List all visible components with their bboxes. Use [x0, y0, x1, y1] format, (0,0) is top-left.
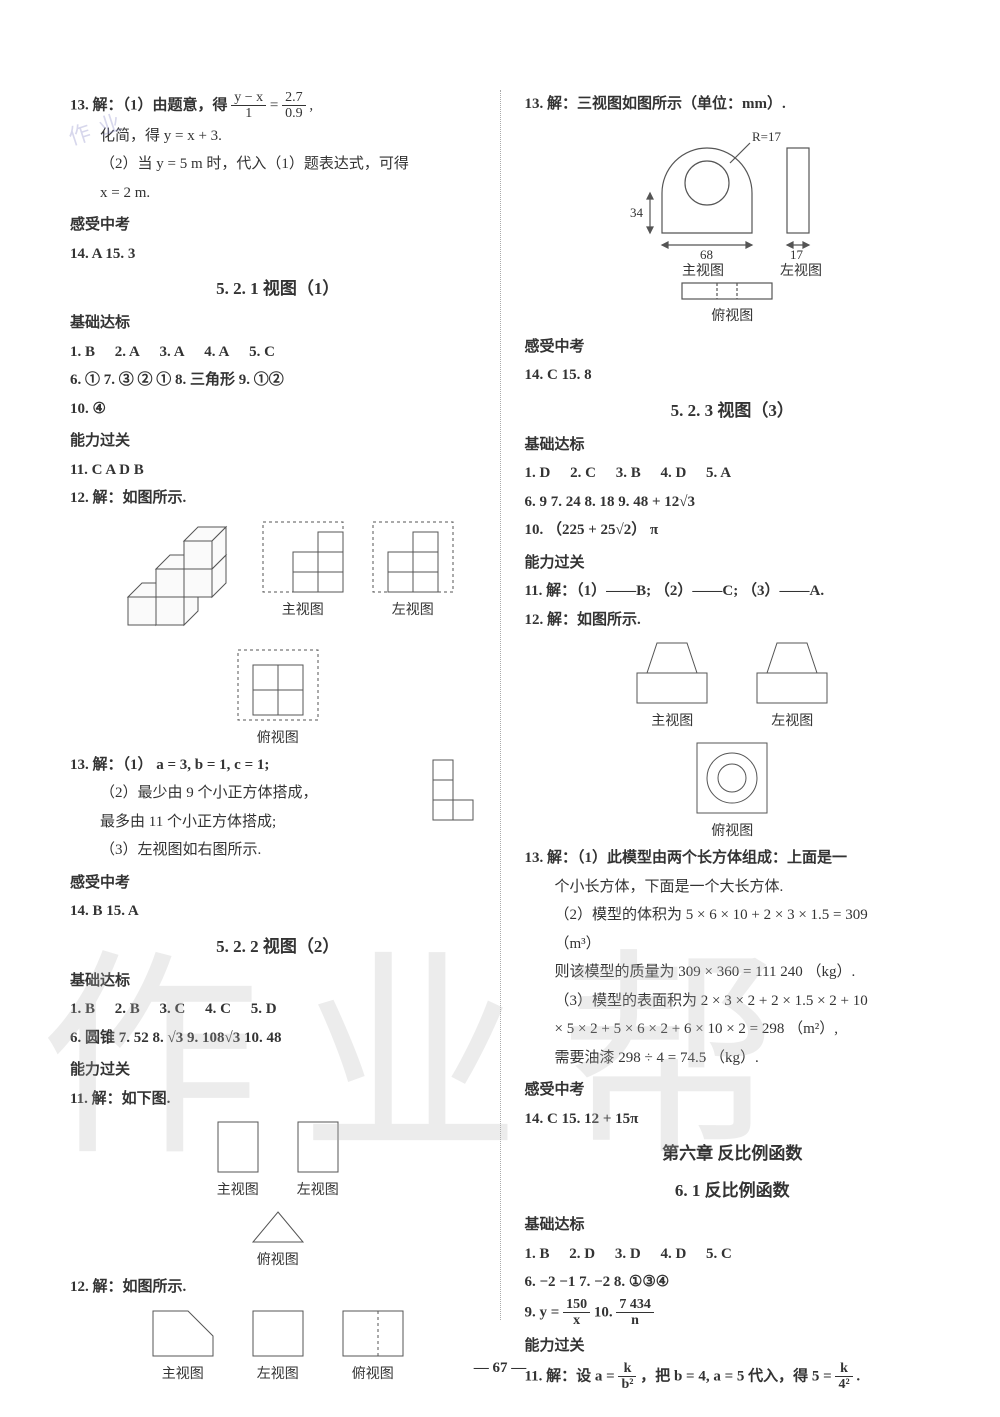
figure-group-523-12: 主视图 左视图 — [525, 634, 941, 734]
label: 主视图 — [213, 1179, 263, 1199]
text: 10. （225 + 25√2） π — [525, 516, 941, 545]
text: （3）模型的表面积为 2 × 3 × 2 + 2 × 1.5 × 2 + 10 — [525, 987, 941, 1016]
heading-nengli: 能力过关 — [525, 1332, 941, 1361]
column-left: 13. 解：（1）由题意，得 y − x1 = 2.70.9 , 化简，得 y … — [70, 90, 501, 1320]
text: x = 2 m. — [70, 179, 486, 208]
text: （3）左视图如右图所示. — [70, 836, 426, 865]
fraction: y − x1 — [231, 90, 266, 122]
text: 12. 解：如图所示. — [525, 606, 941, 635]
figure-front-left-views: 主视图 左视图 — [258, 513, 458, 641]
svg-text:17: 17 — [790, 247, 804, 262]
svg-text:68: 68 — [700, 247, 713, 262]
figure-isometric-cubes — [98, 517, 228, 637]
chapter-title-6: 第六章 反比例函数 — [525, 1139, 941, 1164]
svg-text:左视图: 左视图 — [780, 263, 822, 279]
text: 则该模型的质量为 309 × 360 = 111 240 （kg）. — [525, 958, 941, 987]
text: 需要油漆 298 ÷ 4 = 74.5 （kg）. — [525, 1044, 941, 1073]
dim-R: R=17 — [752, 129, 782, 144]
figure-q13-leftview — [426, 755, 486, 861]
answer-row: 1. B 2. B 3. C 4. C 5. D — [70, 995, 486, 1024]
text: 13. 解：（1）由题意，得 — [70, 97, 228, 113]
heading-jichu: 基础达标 — [70, 309, 486, 338]
text: （2）最少由 9 个小正方体搭成， — [70, 779, 426, 808]
answers: 14. B 15. A — [70, 897, 486, 926]
answer-row: 1. B 2. D 3. D 4. D 5. C — [525, 1240, 941, 1269]
label-front-view: 主视图 — [258, 599, 348, 619]
fraction: 150x — [563, 1297, 590, 1329]
heading-ganshou: 感受中考 — [525, 1076, 941, 1105]
figure-top-view: 俯视图 — [70, 645, 486, 747]
section-title-522: 5. 2. 2 视图（2） — [70, 932, 486, 957]
text: 11. 解：如下图. — [70, 1085, 486, 1114]
heading-jichu: 基础达标 — [525, 431, 941, 460]
answer-row: 6. 圆锥 7. 52 8. √3 9. 108√3 10. 48 — [70, 1024, 486, 1053]
answer-row: 9. y = 150x 10. 7 434n — [525, 1297, 941, 1329]
label-left-view: 左视图 — [368, 599, 458, 619]
text: 13. 解：（1）此模型由两个长方体组成：上面是一 — [525, 844, 941, 873]
heading-jichu: 基础达标 — [525, 1211, 941, 1240]
text: 13. 解：（1） a = 3, b = 1, c = 1; — [70, 751, 426, 780]
l-q13-line0: 13. 解：（1）由题意，得 y − x1 = 2.70.9 , — [70, 90, 486, 122]
text: 个小长方体，下面是一个大长方体. — [525, 873, 941, 902]
heading-nengli: 能力过关 — [70, 427, 486, 456]
text: × 5 × 2 + 5 × 6 × 2 + 6 × 10 × 2 = 298 （… — [525, 1015, 941, 1044]
label-top-view: 俯视图 — [70, 727, 486, 747]
label: 俯视图 — [70, 1249, 486, 1269]
fraction: 2.70.9 — [282, 90, 306, 122]
answers: 14. A 15. 3 — [70, 240, 486, 269]
section-title-61: 6. 1 反比例函数 — [525, 1176, 941, 1201]
label-top-view: 俯视图 — [525, 305, 941, 325]
fraction: 7 434n — [616, 1297, 654, 1329]
text: 13. 解：三视图如图所示（单位：mm）. — [525, 90, 941, 119]
answers: 14. C 15. 12 + 15π — [525, 1105, 941, 1134]
answer-row: 11. C A D B — [70, 456, 486, 485]
section-title-521: 5. 2. 1 视图（1） — [70, 274, 486, 299]
figure-group-521-12: 主视图 左视图 — [70, 513, 486, 641]
page-number: — 67 — — [0, 1360, 1000, 1377]
column-right: 13. 解：三视图如图所示（单位：mm）. R=17 34 68 — [521, 90, 941, 1320]
heading-ganshou: 感受中考 — [70, 869, 486, 898]
label: 主视图 — [627, 710, 717, 730]
text: 6. −2 −1 7. −2 8. ①③④ — [525, 1268, 941, 1297]
text: （2）当 y = 5 m 时，代入（1）题表达式，可得 — [70, 150, 486, 179]
text: （2）模型的体积为 5 × 6 × 10 + 2 × 3 × 1.5 = 309 — [525, 901, 941, 930]
two-column-layout: 13. 解：（1）由题意，得 y − x1 = 2.70.9 , 化简，得 y … — [70, 90, 940, 1320]
figure-three-views-mm: R=17 34 68 主视图 17 左视图 — [525, 123, 941, 325]
figure-group-522-11: 主视图 左视图 — [70, 1113, 486, 1203]
heading-ganshou: 感受中考 — [525, 333, 941, 362]
section-title-523: 5. 2. 3 视图（3） — [525, 396, 941, 421]
text: 12. 解：如图所示. — [70, 1273, 486, 1302]
heading-nengli: 能力过关 — [70, 1056, 486, 1085]
text: 6. 9 7. 24 8. 18 9. 48 + 12√3 — [525, 488, 941, 517]
heading-jichu: 基础达标 — [70, 967, 486, 996]
svg-text:主视图: 主视图 — [682, 263, 724, 279]
text: 化简，得 y = x + 3. — [70, 122, 486, 151]
answer-row: 12. 解：如图所示. — [70, 484, 486, 513]
page: 作业帮 作 业 13. 解：（1）由题意，得 y − x1 = 2.70.9 ,… — [0, 0, 1000, 1417]
heading-nengli: 能力过关 — [525, 549, 941, 578]
svg-text:34: 34 — [630, 205, 644, 220]
text: （m³） — [525, 930, 941, 959]
label: 左视图 — [747, 710, 837, 730]
answers: 14. C 15. 8 — [525, 361, 941, 390]
label: 俯视图 — [525, 820, 941, 840]
label: 左视图 — [293, 1179, 343, 1199]
text: 11. 解：（1）——B; （2）——C; （3）——A. — [525, 577, 941, 606]
text: 最多由 11 个小正方体搭成; — [70, 808, 426, 837]
answer-row: 10. ④ — [70, 395, 486, 424]
answer-row: 1. B 2. A 3. A 4. A 5. C — [70, 338, 486, 367]
heading-ganshou: 感受中考 — [70, 211, 486, 240]
answer-row: 6. ① 7. ③ ② ① 8. 三角形 9. ①② — [70, 366, 486, 395]
answer-row: 1. D 2. C 3. B 4. D 5. A — [525, 459, 941, 488]
figure-523-top: 俯视图 — [525, 738, 941, 840]
figure-522-top: 俯视图 — [70, 1207, 486, 1269]
